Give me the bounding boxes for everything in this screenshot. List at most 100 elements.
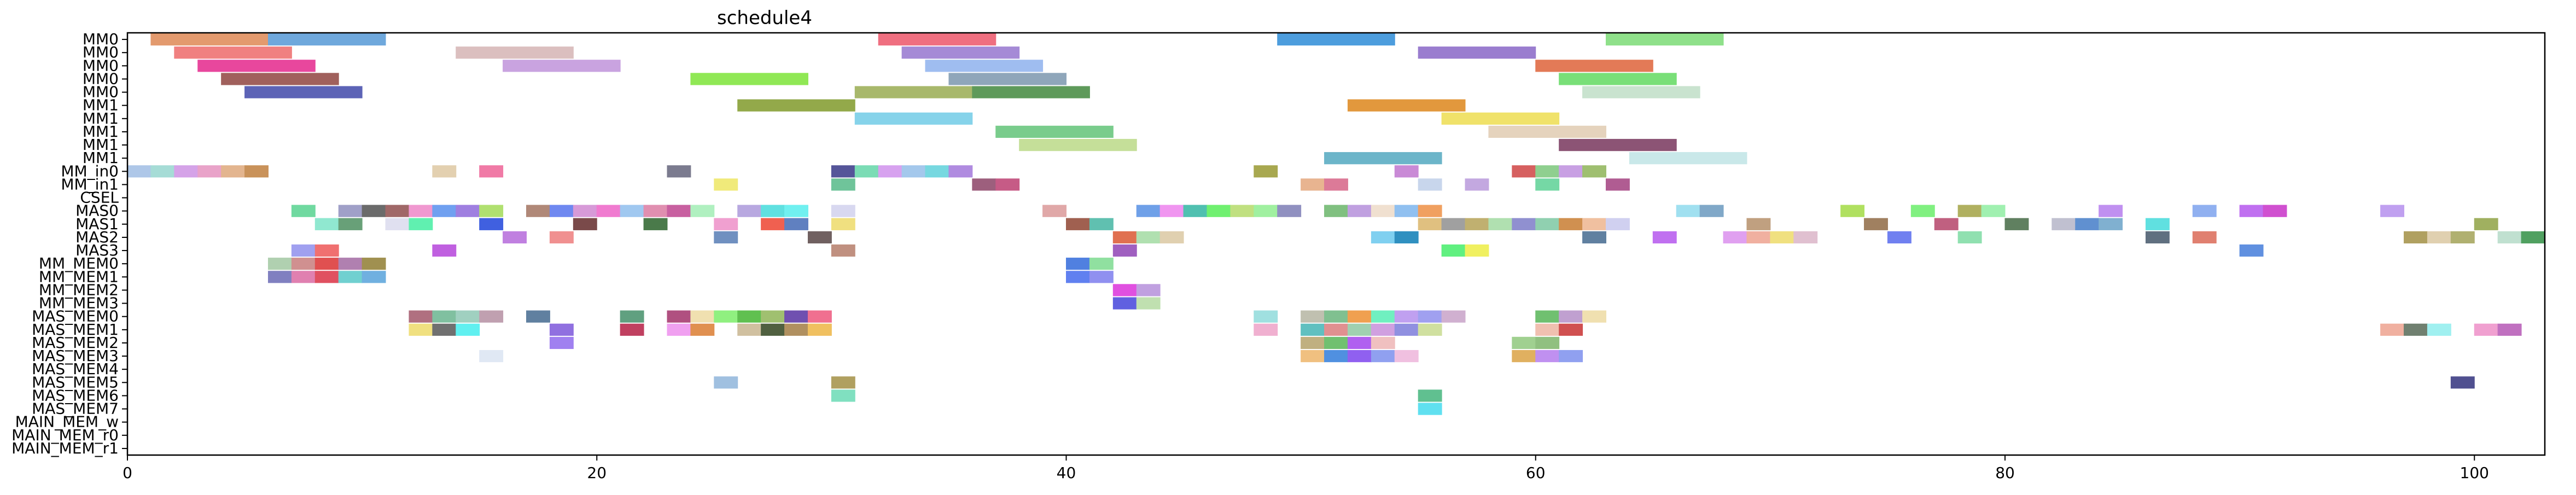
task-bar [1066,218,1090,230]
task-bar [291,205,316,217]
row-label: MM0 [83,83,119,101]
task-bar [1159,205,1184,217]
task-bar [620,323,644,336]
task-bar [174,46,292,59]
task-bar [1066,271,1090,283]
row-label: MM1 [83,109,119,127]
task-bar [1629,152,1747,165]
task-bar [1535,218,1560,230]
task-bar [784,323,808,336]
task-bar [1394,231,1419,244]
task-bar [267,258,292,270]
task-bar [1347,99,1466,112]
task-bar [1559,165,1583,178]
task-bar [854,165,879,178]
task-bar [995,178,1020,191]
task-bar [1394,310,1419,323]
task-bar [291,258,316,270]
task-bar [1512,218,1536,230]
task-bar [409,218,433,230]
task-bar [925,165,949,178]
task-bar [479,205,504,217]
task-bar [667,323,691,336]
task-bar [620,310,644,323]
task-bar [1301,336,1325,350]
task-bar [714,218,738,230]
task-bar [479,310,504,323]
task-bar [1371,336,1395,350]
row-label: MM0 [83,56,119,74]
task-bar [549,205,574,217]
task-bar [456,46,574,59]
task-bar [690,205,715,217]
task-bar [807,310,832,323]
task-bar [1324,178,1348,191]
task-bar [2052,218,2076,230]
task-bar [1019,138,1137,152]
task-bar [948,165,973,178]
row-label: MAS_MEM2 [32,334,119,352]
task-bar [456,205,480,217]
task-bar [2380,323,2405,336]
task-bar [831,389,855,402]
task-bar [197,60,316,72]
task-bar [1910,205,1935,217]
row-label: MM_MEM3 [39,294,119,312]
row-label: MAS2 [75,228,119,246]
task-bar [1301,310,1325,323]
task-bar [291,244,316,257]
row-label: MAS_MEM3 [32,347,119,365]
task-bar [1230,205,1255,217]
task-bar [737,205,762,217]
task-bar [1418,310,1442,323]
task-bar [338,258,363,270]
task-bar [1371,323,1395,336]
task-bar [362,258,386,270]
task-bar [1582,86,1700,98]
task-bar [1254,323,1278,336]
task-bar [362,271,386,283]
task-bar [2239,205,2264,217]
task-bar [1394,205,1419,217]
task-bar [1418,403,1442,415]
task-bar [2404,231,2428,244]
task-bar [409,205,433,217]
task-bar [1465,244,1489,257]
task-bar [1371,205,1395,217]
task-bar [1136,205,1161,217]
task-bar [1112,297,1137,310]
task-bar [2427,231,2451,244]
task-bar [1535,323,1560,336]
task-bar [1465,178,1489,191]
task-bar [549,231,574,244]
task-bar [643,218,668,230]
x-tick-label: 80 [1995,464,2015,482]
task-bar [479,218,504,230]
task-bar [901,46,1020,59]
task-bar [1723,231,1747,244]
task-bar [972,86,1090,98]
task-bar [1324,152,1442,165]
task-bar [1582,310,1606,323]
task-bar [1371,231,1395,244]
task-bar [761,323,785,336]
task-bar [1371,350,1395,363]
task-bar [1042,205,1067,217]
task-bar [596,205,621,217]
task-bar [925,60,1044,72]
task-bar [2427,323,2451,336]
task-bar [667,165,691,178]
row-label: MAIN_MEM_r1 [11,439,119,457]
task-bar [620,205,644,217]
task-bar [831,165,855,178]
row-label: MM0 [83,69,119,88]
task-bar [1957,205,1982,217]
task-bar [1347,350,1372,363]
task-bar [1066,258,1090,270]
task-bar [1347,310,1372,323]
task-bar [1324,310,1348,323]
row-label: MM1 [83,123,119,141]
task-bar [432,310,457,323]
task-bar [1254,310,1278,323]
